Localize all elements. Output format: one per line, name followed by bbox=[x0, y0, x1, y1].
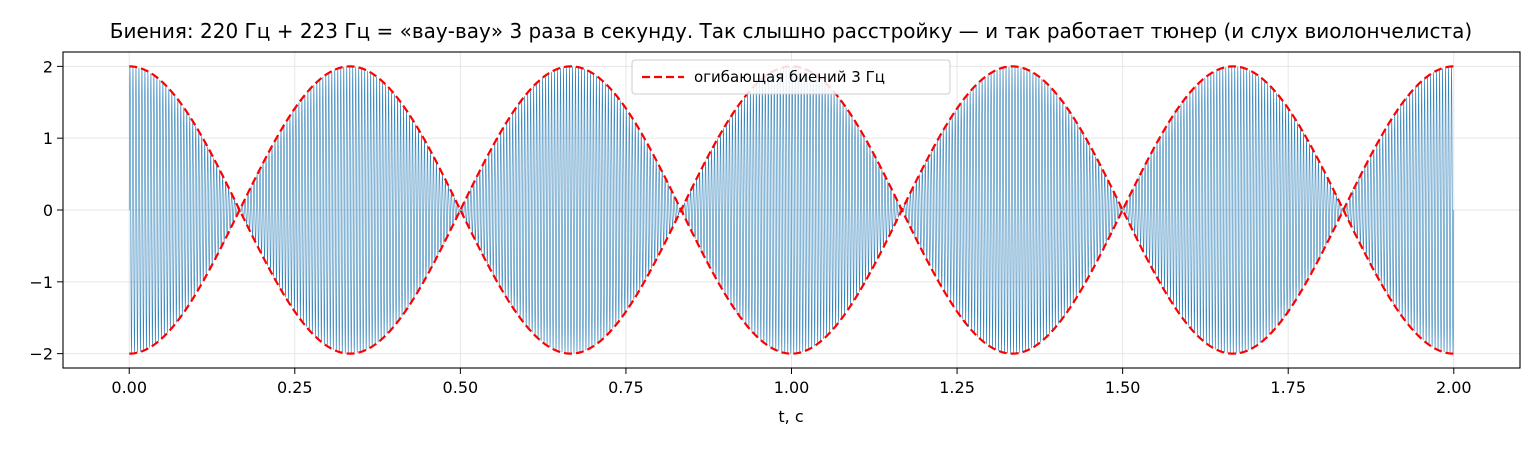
x-tick-label: 1.25 bbox=[939, 378, 975, 397]
x-tick-label: 0.00 bbox=[111, 378, 147, 397]
y-axis: 2 1 0 −1 −2 bbox=[29, 57, 63, 364]
legend-box bbox=[631, 59, 951, 95]
x-axis: 0.00 0.25 0.50 0.75 1.00 1.25 1.50 1.75 2.00 bbox=[111, 368, 1472, 397]
envelope-upper-line bbox=[129, 65, 1454, 355]
x-tick-label: 1.75 bbox=[1270, 378, 1306, 397]
x-tick-label: 0.75 bbox=[608, 378, 644, 397]
chart-title: Биения: 220 Гц + 223 Гц = «вау-вау» 3 ра… bbox=[110, 19, 1472, 43]
x-tick-label: 0.25 bbox=[277, 378, 313, 397]
envelope-lower-line bbox=[129, 65, 1454, 355]
y-tick-label: −2 bbox=[29, 345, 53, 364]
x-tick-label: 1.50 bbox=[1105, 378, 1141, 397]
x-tick-label: 2.00 bbox=[1436, 378, 1472, 397]
y-tick-label: 1 bbox=[43, 129, 53, 148]
x-tick-label: 0.50 bbox=[443, 378, 479, 397]
series-layer bbox=[128, 65, 1455, 355]
legend: огибающая биений 3 Гц bbox=[631, 59, 951, 95]
legend-entry-envelope: огибающая биений 3 Гц bbox=[694, 68, 885, 86]
signal-line bbox=[128, 65, 1455, 355]
y-tick-label: −1 bbox=[29, 273, 53, 292]
y-tick-label: 2 bbox=[43, 57, 53, 76]
x-tick-label: 1.00 bbox=[774, 378, 810, 397]
y-tick-label: 0 bbox=[43, 201, 53, 220]
x-axis-label: t, с bbox=[778, 407, 803, 426]
